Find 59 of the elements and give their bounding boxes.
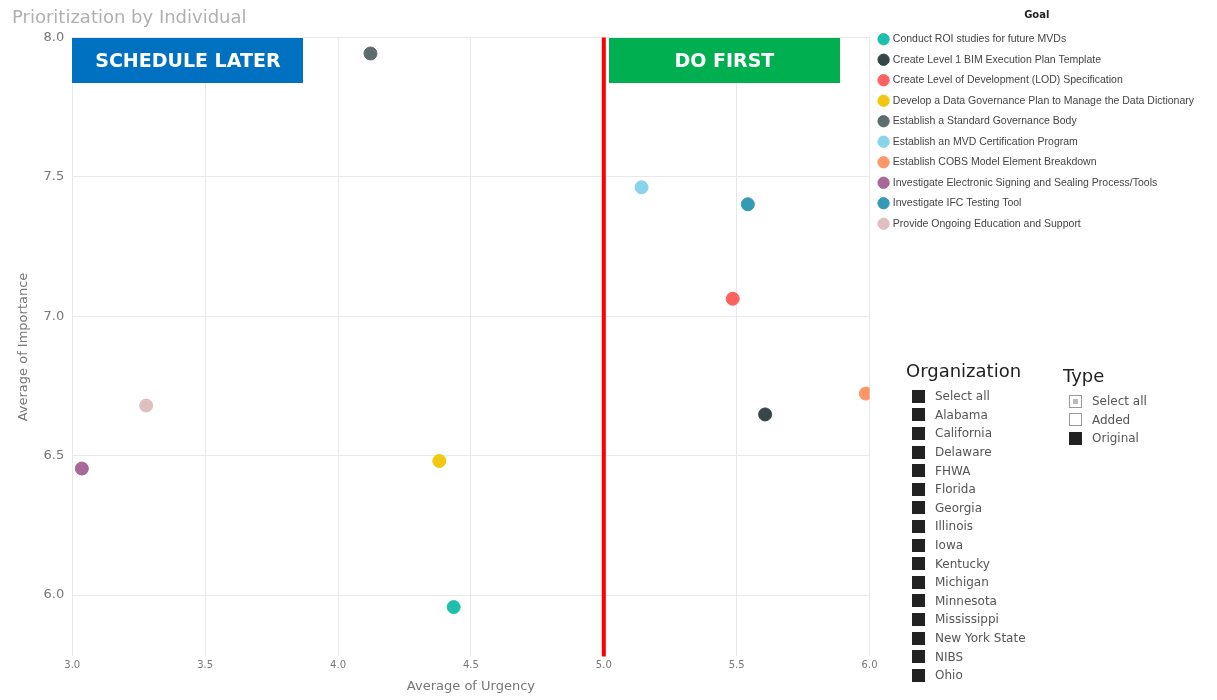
- legend-label: Establish an MVD Certification Program: [892, 134, 1079, 147]
- legend-label: Create Level of Development (LOD) Specification: [892, 73, 1123, 86]
- point: [446, 600, 461, 615]
- text: Delaware: [935, 445, 992, 460]
- text: Select all: [935, 389, 990, 404]
- legend-title: Goal: [1024, 8, 1050, 20]
- legend-label: Provide Ongoing Education and Support: [892, 216, 1081, 229]
- x-tick-label: 4.5: [462, 658, 479, 670]
- y-tick-label: 6.0: [43, 586, 65, 602]
- text: Florida: [935, 482, 976, 497]
- text: Alabama: [935, 407, 988, 422]
- point: [363, 46, 378, 61]
- y-tick-label: 7.0: [43, 307, 65, 323]
- x-tick-label: 3.5: [197, 658, 214, 670]
- point: [758, 407, 773, 422]
- legend-label: Develop a Data Governance Plan to Manage the Data Dictionary: [892, 93, 1195, 106]
- legend-label: Establish a Standard Governance Body: [892, 114, 1078, 127]
- banner: DO FIRST: [608, 37, 840, 83]
- y-tick-label: 8.0: [43, 28, 65, 44]
- x-tick-label: 6.0: [861, 658, 878, 670]
- text: Michigan: [935, 575, 989, 590]
- legend-label: Create Level 1 BIM Execution Plan Template: [892, 52, 1102, 65]
- text: Organization: [906, 360, 1023, 381]
- y-axis-title: Average of Importance: [15, 272, 31, 422]
- y-tick-label: 7.5: [43, 168, 65, 184]
- text: Type: [1063, 365, 1106, 386]
- legend-label: Investigate IFC Testing Tool: [892, 196, 1022, 209]
- text: Added: [1092, 412, 1131, 427]
- text: FHWA: [935, 463, 971, 478]
- x-tick-label: 3.0: [64, 658, 81, 670]
- text: Mississippi: [935, 612, 999, 627]
- x-tick-label: 4.0: [330, 658, 346, 670]
- text: Illinois: [935, 519, 974, 534]
- point: [432, 454, 447, 468]
- legend-label: Conduct ROI studies for future MVDs: [892, 32, 1067, 45]
- text: Original: [1092, 431, 1139, 446]
- legend-label: Investigate Electronic Signing and Sealing Process/Tools: [892, 175, 1158, 188]
- point: [740, 197, 755, 212]
- y-tick-label: 6.5: [43, 447, 65, 463]
- chart-title: Prioritization by Individual: [12, 6, 247, 28]
- point: [858, 386, 870, 401]
- text: Select all: [1092, 394, 1147, 409]
- text: New York State: [935, 631, 1026, 646]
- x-tick-label: 5.5: [728, 658, 745, 670]
- text: Iowa: [935, 538, 964, 553]
- x-axis-title: Average of Urgency: [406, 677, 536, 693]
- legend-label: Establish COBS Model Element Breakdown: [892, 155, 1097, 168]
- point: [74, 461, 89, 476]
- point: [634, 180, 649, 195]
- text: NIBS: [935, 649, 964, 664]
- text: Minnesota: [935, 593, 997, 608]
- text: Georgia: [935, 500, 983, 515]
- point: [139, 398, 154, 413]
- text: Ohio: [935, 668, 963, 683]
- banner: SCHEDULE LATER: [72, 37, 304, 83]
- x-tick-label: 5.0: [595, 658, 612, 670]
- point: [725, 291, 740, 306]
- text: Kentucky: [935, 556, 990, 571]
- text: California: [935, 426, 992, 441]
